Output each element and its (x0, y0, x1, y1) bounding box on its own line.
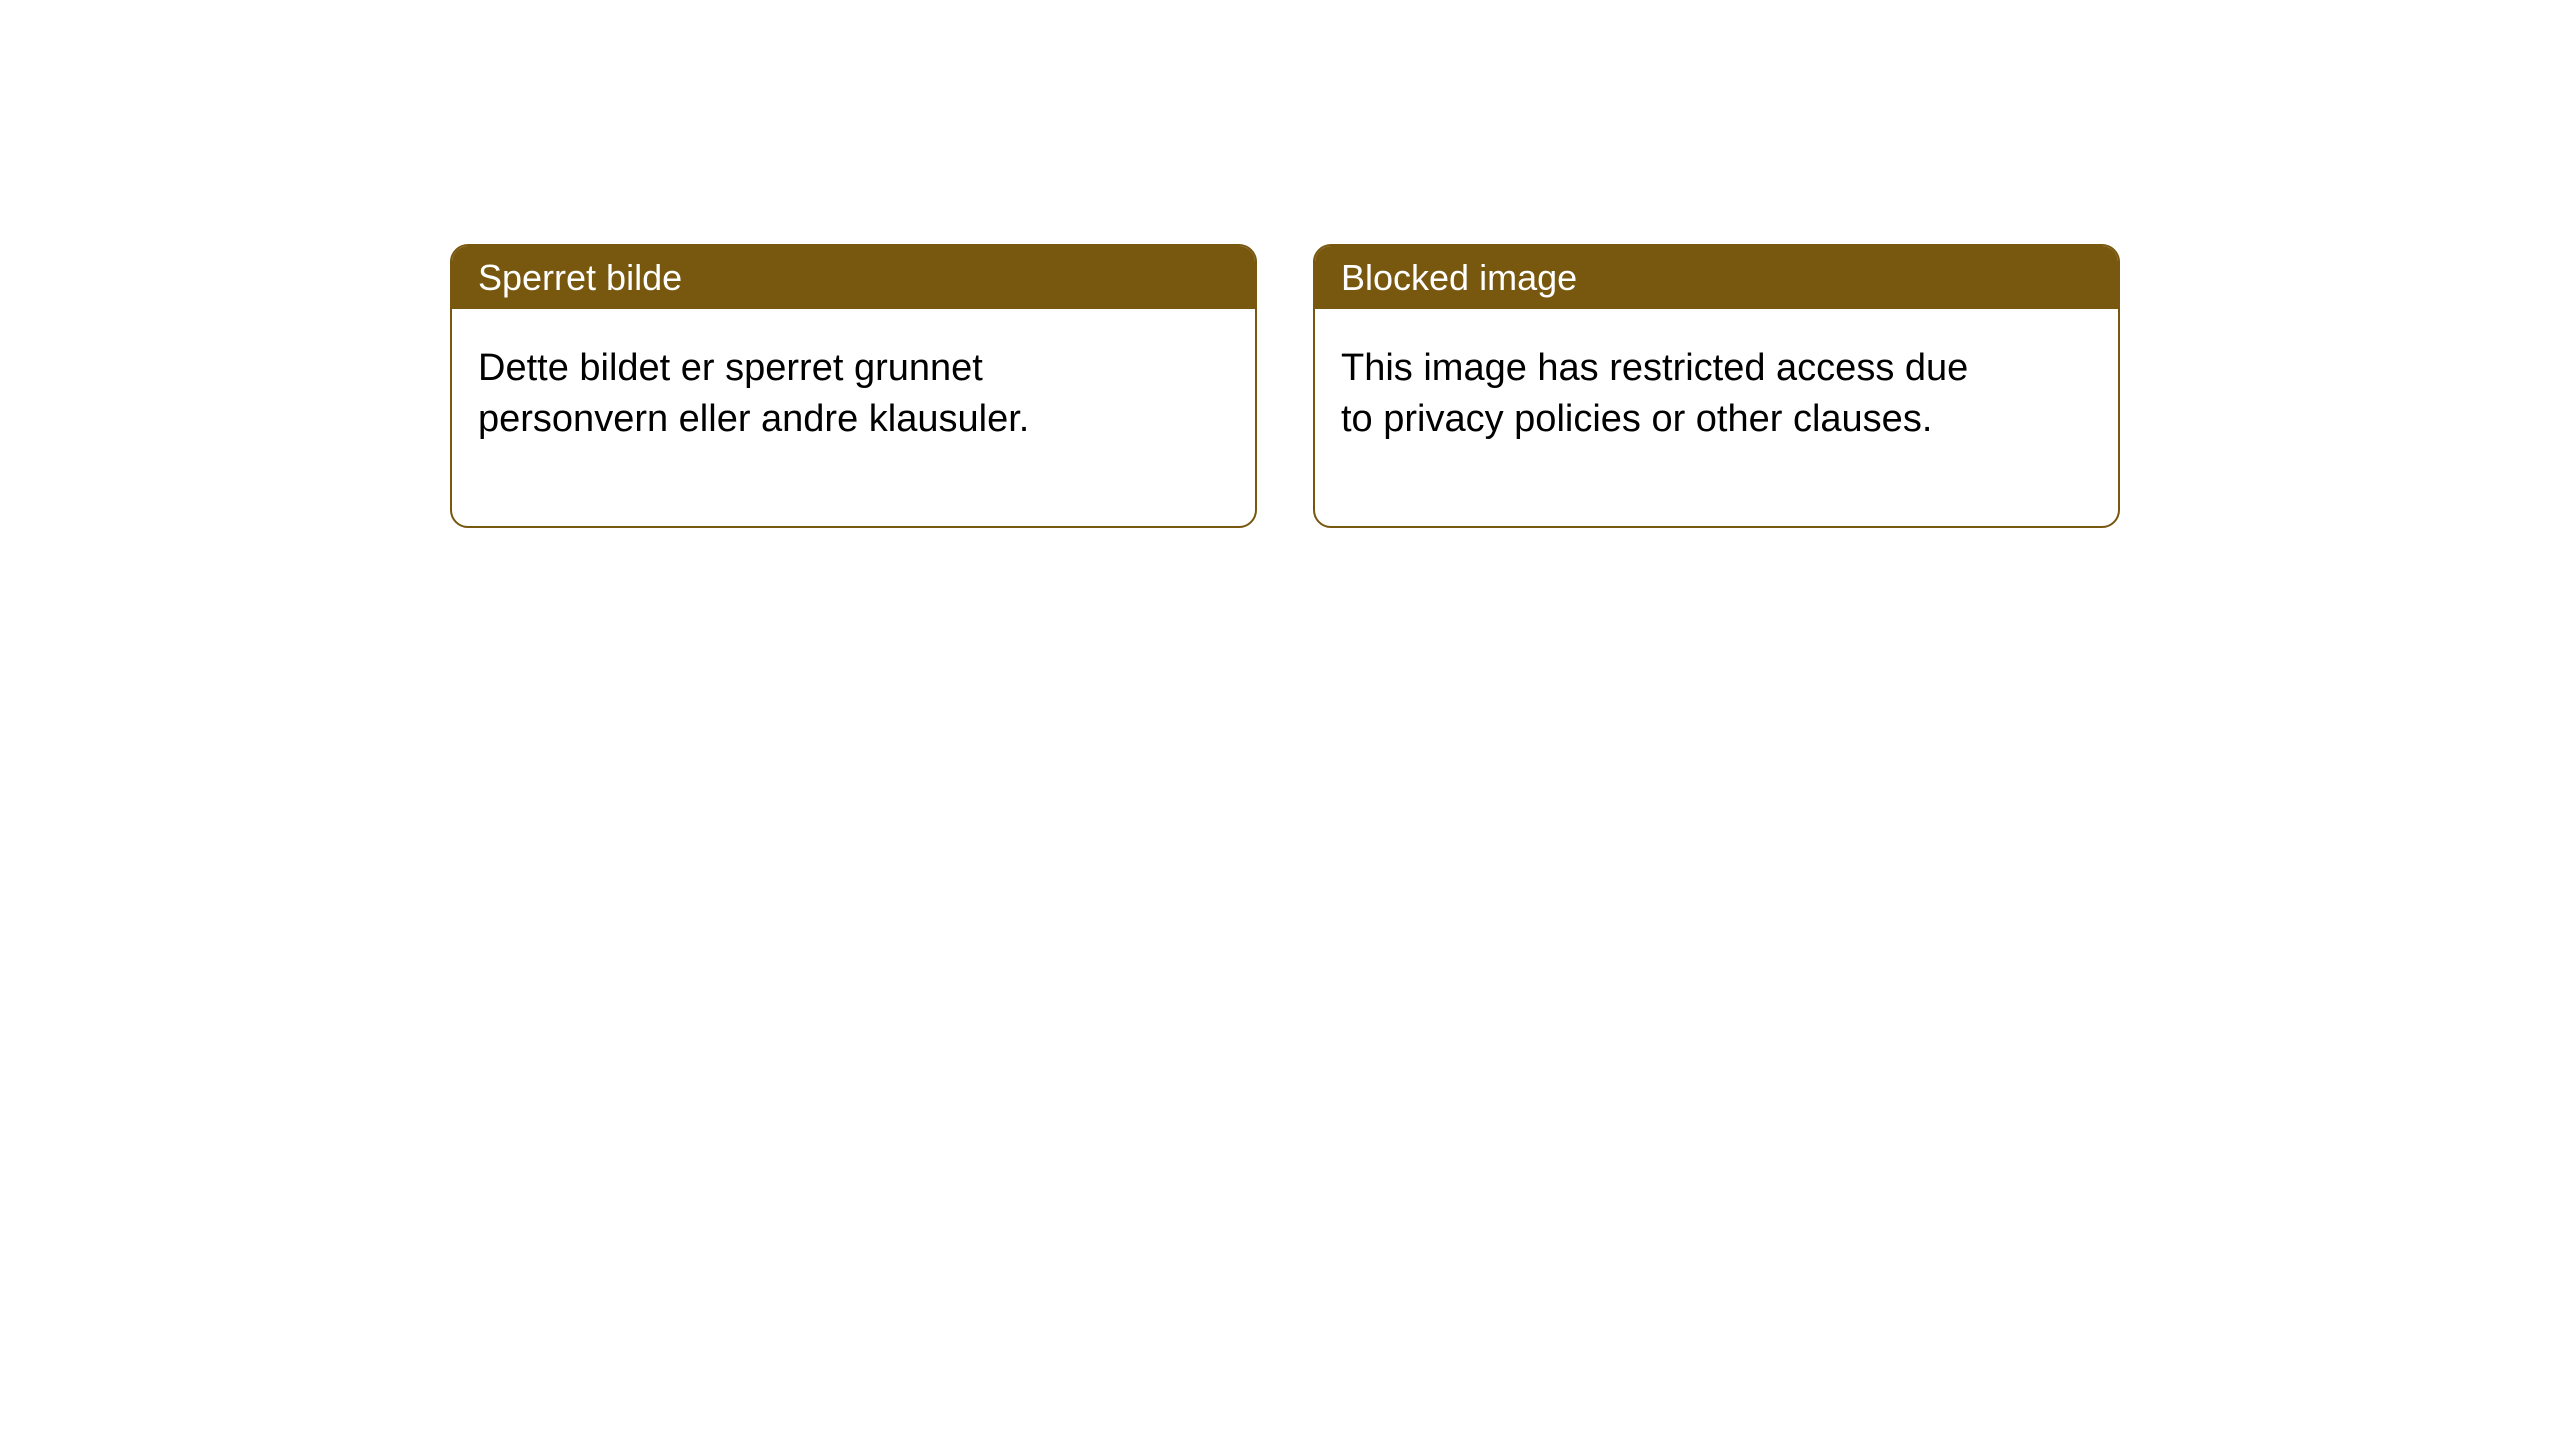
notice-body-english: This image has restricted access due to … (1315, 309, 2035, 526)
notice-title-english: Blocked image (1315, 246, 2118, 309)
notice-container: Sperret bilde Dette bildet er sperret gr… (0, 0, 2560, 528)
notice-body-norwegian: Dette bildet er sperret grunnet personve… (452, 309, 1172, 526)
notice-card-norwegian: Sperret bilde Dette bildet er sperret gr… (450, 244, 1257, 528)
notice-card-english: Blocked image This image has restricted … (1313, 244, 2120, 528)
notice-title-norwegian: Sperret bilde (452, 246, 1255, 309)
